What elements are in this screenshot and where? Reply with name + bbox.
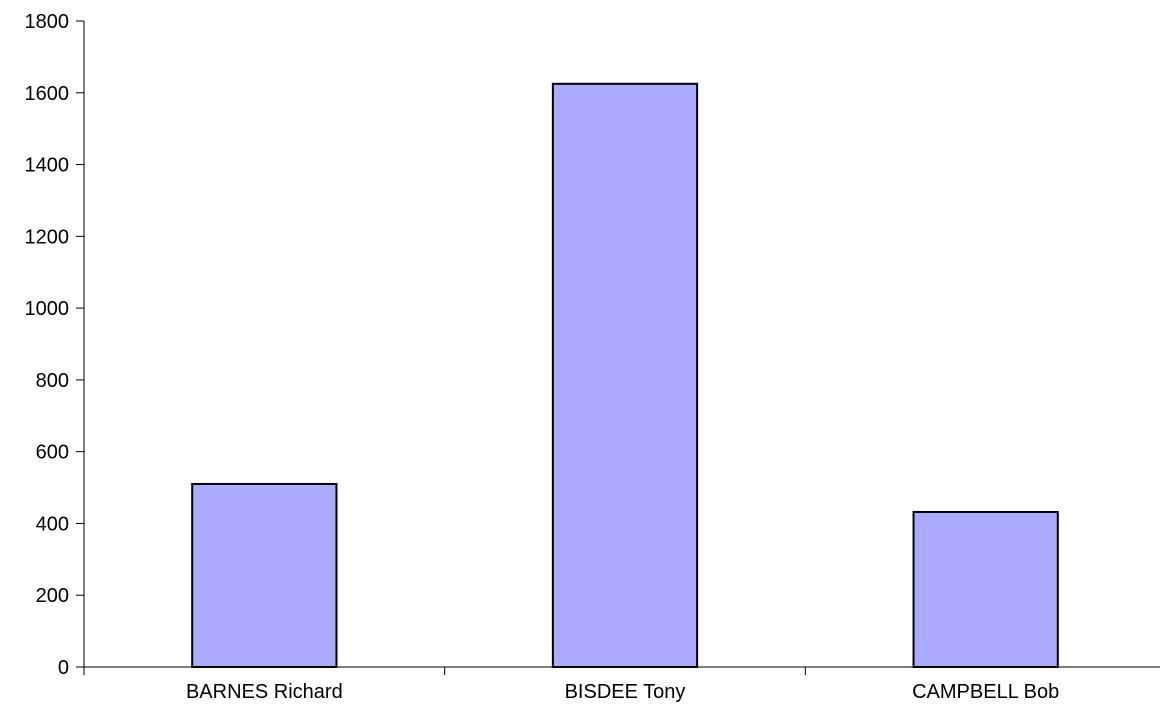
y-tick-label: 1600 xyxy=(25,83,70,105)
y-tick-label: 1200 xyxy=(25,226,70,248)
bar-barnes-richard xyxy=(191,482,338,669)
y-tick-label: 400 xyxy=(36,513,69,535)
y-tick-label: 0 xyxy=(58,657,69,679)
y-tick-label: 600 xyxy=(36,442,69,464)
x-tick-label: CAMPBELL Bob xyxy=(912,681,1059,703)
x-ticks xyxy=(83,667,806,675)
y-tick-label: 1400 xyxy=(25,155,70,177)
y-tick-label: 1000 xyxy=(25,298,70,320)
y-ticks: 0 200 400 600 800 1000 1200 1400 1600 1800 xyxy=(25,11,84,679)
x-tick-label: BARNES Richard xyxy=(186,681,343,703)
y-tick-label: 800 xyxy=(36,370,69,392)
y-tick-label: 200 xyxy=(36,585,69,607)
bars xyxy=(191,82,1059,669)
x-tick-label: BISDEE Tony xyxy=(565,681,686,703)
bar-bisdee-tony xyxy=(551,82,699,669)
bar-campbell-bob xyxy=(912,510,1059,668)
x-tick-labels: BARNES Richard BISDEE Tony CAMPBELL Bob xyxy=(186,681,1059,703)
y-tick-label: 1800 xyxy=(25,11,70,33)
